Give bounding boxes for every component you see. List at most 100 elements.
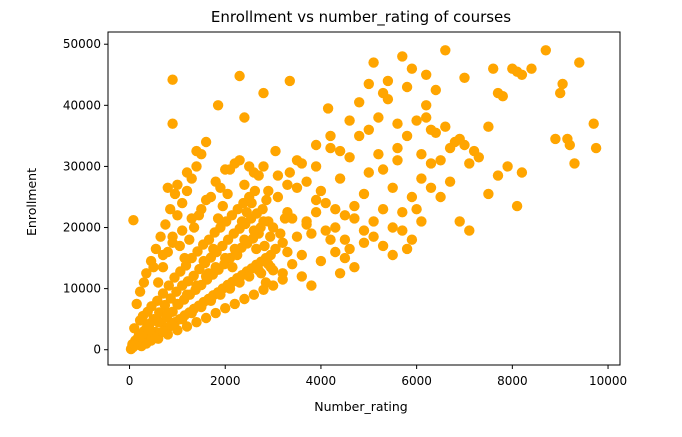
data-point — [212, 213, 224, 224]
data-point — [181, 289, 193, 300]
data-point — [279, 213, 291, 224]
data-point — [251, 243, 262, 255]
data-point — [425, 182, 437, 193]
data-point — [454, 133, 465, 145]
data-point — [277, 268, 288, 279]
data-point — [320, 197, 331, 209]
data-point — [229, 243, 240, 255]
data-point — [177, 225, 188, 236]
data-point — [310, 161, 322, 172]
data-point — [224, 283, 236, 294]
data-point — [526, 63, 537, 74]
data-point — [205, 295, 217, 306]
data-point — [257, 204, 268, 215]
data-point — [267, 280, 279, 291]
data-point — [236, 216, 248, 227]
data-point — [397, 51, 408, 62]
data-point — [134, 286, 146, 297]
data-point — [203, 234, 215, 245]
y-tick-label: 40000 — [63, 98, 101, 112]
data-point — [138, 277, 150, 288]
x-axis: 0 2000 4000 6000 8000 10000 — [126, 365, 627, 388]
data-point — [590, 142, 602, 154]
data-point — [196, 301, 207, 313]
data-point — [145, 255, 157, 267]
data-point — [272, 191, 284, 203]
points-layer — [125, 45, 602, 355]
data-point — [363, 167, 374, 178]
data-point — [444, 142, 456, 154]
data-point — [440, 121, 451, 132]
data-point — [334, 268, 346, 279]
data-point — [248, 225, 260, 236]
data-point — [416, 173, 427, 184]
data-point — [157, 288, 169, 299]
data-point — [382, 75, 394, 87]
data-point — [325, 142, 336, 154]
data-point — [275, 228, 286, 239]
data-point — [167, 320, 178, 331]
data-point — [217, 200, 228, 212]
data-point — [344, 243, 355, 255]
data-point — [368, 57, 379, 68]
y-axis: 0 10000 20000 30000 40000 50000 — [63, 37, 108, 357]
data-point — [397, 207, 408, 218]
data-point — [181, 167, 193, 178]
data-point — [244, 161, 255, 172]
data-point — [310, 207, 322, 218]
data-point — [320, 225, 331, 236]
data-point — [167, 74, 178, 85]
data-point — [259, 240, 270, 252]
data-point — [198, 255, 209, 267]
data-point — [488, 63, 499, 74]
data-point — [401, 243, 413, 255]
data-point — [258, 87, 269, 99]
data-point — [263, 259, 274, 270]
data-point — [310, 194, 322, 206]
data-point — [574, 57, 585, 68]
data-point — [569, 158, 580, 169]
data-point — [208, 243, 219, 255]
data-point — [210, 307, 221, 319]
data-point — [392, 118, 403, 129]
data-point — [191, 280, 202, 291]
data-point — [184, 234, 195, 245]
data-point — [263, 185, 274, 197]
data-point — [215, 289, 226, 300]
data-point — [165, 204, 176, 215]
data-point — [200, 271, 212, 282]
data-point — [435, 155, 446, 166]
data-point — [153, 277, 164, 288]
data-point — [516, 69, 528, 81]
x-tick-label: 10000 — [589, 374, 627, 388]
data-point — [210, 262, 221, 273]
data-point — [265, 231, 276, 242]
data-point — [287, 259, 298, 270]
data-point — [227, 262, 238, 273]
data-point — [377, 164, 389, 175]
data-point — [464, 158, 475, 169]
data-point — [483, 188, 494, 200]
data-point — [179, 252, 190, 264]
data-point — [177, 314, 188, 325]
data-point — [435, 191, 446, 203]
data-point — [239, 179, 250, 190]
data-point — [401, 81, 413, 93]
data-point — [497, 91, 508, 102]
data-point — [249, 185, 261, 197]
data-point — [157, 326, 169, 337]
y-tick-label: 30000 — [63, 159, 101, 173]
x-tick-label: 0 — [126, 374, 134, 388]
data-point — [459, 72, 470, 84]
data-point — [557, 78, 568, 90]
data-point — [246, 197, 257, 209]
data-point — [416, 149, 427, 160]
data-point — [131, 298, 142, 310]
data-point — [454, 216, 465, 227]
chart-title: Enrollment vs number_rating of courses — [211, 8, 511, 27]
data-point — [157, 262, 169, 273]
data-point — [186, 307, 197, 319]
data-point — [387, 182, 398, 193]
data-point — [373, 149, 384, 160]
